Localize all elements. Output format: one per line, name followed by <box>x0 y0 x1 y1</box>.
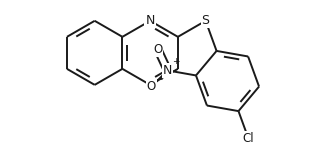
Text: −: − <box>155 74 162 83</box>
Text: +: + <box>172 57 180 66</box>
Text: Cl: Cl <box>243 132 254 145</box>
Text: O: O <box>153 43 162 56</box>
Text: N: N <box>163 64 172 77</box>
Text: O: O <box>147 80 156 93</box>
Text: S: S <box>201 14 210 27</box>
Text: N: N <box>145 14 155 27</box>
